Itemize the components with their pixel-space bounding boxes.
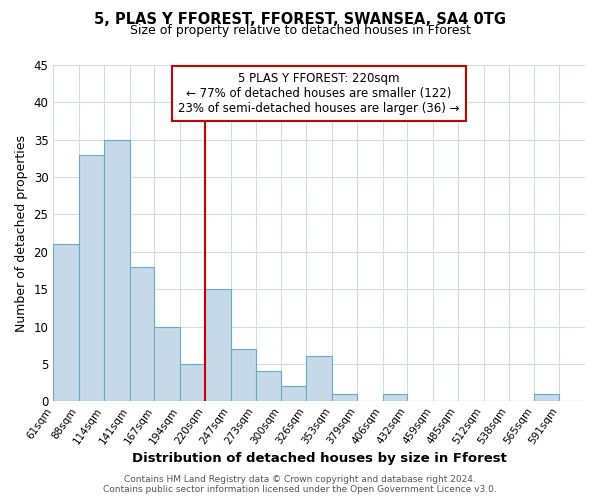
Text: 5, PLAS Y FFOREST, FFOREST, SWANSEA, SA4 0TG: 5, PLAS Y FFOREST, FFOREST, SWANSEA, SA4… (94, 12, 506, 28)
Bar (332, 394, 357, 402)
Bar (256, 372, 281, 402)
Bar (104, 140, 130, 402)
Text: 5 PLAS Y FFOREST: 220sqm
← 77% of detached houses are smaller (122)
23% of semi-: 5 PLAS Y FFOREST: 220sqm ← 77% of detach… (178, 72, 460, 114)
Text: Contains HM Land Registry data © Crown copyright and database right 2024.
Contai: Contains HM Land Registry data © Crown c… (103, 474, 497, 494)
X-axis label: Distribution of detached houses by size in Fforest: Distribution of detached houses by size … (132, 452, 506, 465)
Text: Size of property relative to detached houses in Fforest: Size of property relative to detached ho… (130, 24, 470, 37)
Bar (535, 394, 559, 402)
Bar (383, 394, 407, 402)
Bar (231, 349, 256, 402)
Bar (180, 364, 205, 402)
Bar (205, 289, 231, 402)
Bar (53, 244, 79, 402)
Bar (79, 154, 104, 402)
Bar (281, 386, 306, 402)
Bar (154, 326, 180, 402)
Bar (306, 356, 332, 402)
Y-axis label: Number of detached properties: Number of detached properties (15, 134, 28, 332)
Bar (130, 267, 154, 402)
